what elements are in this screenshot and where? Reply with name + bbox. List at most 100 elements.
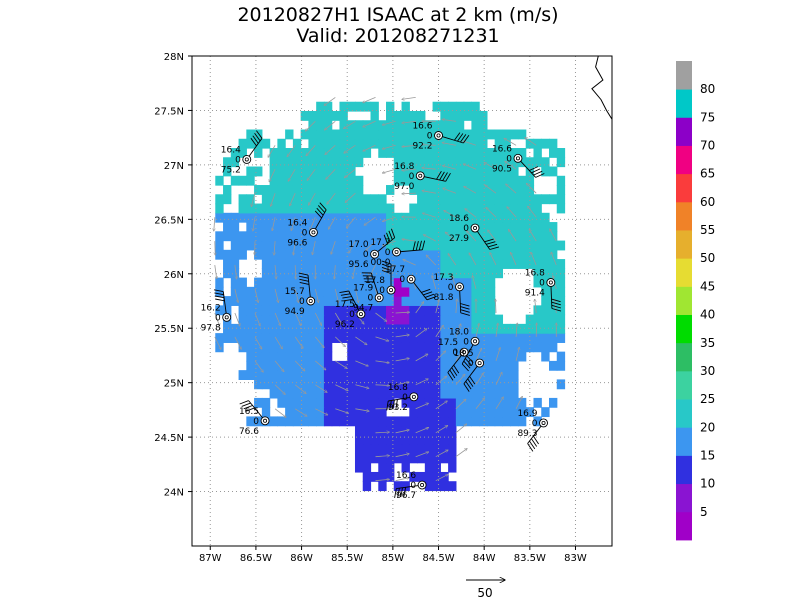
wind-speed-cell — [424, 286, 434, 297]
wind-vector — [328, 217, 336, 229]
wind-vector — [251, 193, 256, 207]
wind-speed-cell — [300, 175, 310, 186]
wind-speed-cell — [223, 185, 232, 195]
wind-speed-cell — [471, 101, 480, 112]
y-tick-label: 26N — [164, 270, 184, 281]
wind-vector — [274, 312, 280, 326]
wind-speed-cell — [541, 194, 550, 205]
wind-speed-cell — [494, 323, 504, 334]
wind-vector — [456, 299, 457, 314]
station-dewpoint: 0 — [399, 275, 405, 285]
wind-speed-cell — [533, 222, 542, 232]
wind-speed-cell — [269, 268, 278, 279]
wind-speed-cell — [471, 194, 480, 205]
wind-speed-cell — [339, 120, 348, 131]
wind-vector — [529, 229, 537, 242]
wind-speed-cell — [479, 416, 488, 427]
wind-speed-cell — [401, 416, 410, 427]
wind-barb-flag — [466, 355, 474, 364]
wind-vector — [550, 229, 557, 242]
wind-speed-cell — [471, 129, 480, 140]
wind-speed-cell — [254, 323, 263, 334]
wind-speed-cell — [409, 212, 418, 223]
wind-speed-cell — [378, 305, 387, 316]
wind-speed-cell — [401, 148, 410, 158]
wind-barb-flag — [386, 232, 391, 242]
wind-speed-cell — [285, 194, 294, 205]
wind-vector — [254, 288, 258, 303]
wind-speed-cell — [308, 110, 317, 121]
wind-speed-cell — [510, 249, 519, 260]
wind-speed-cell — [378, 425, 387, 436]
wind-speed-cell — [347, 194, 356, 205]
wind-speed-cell — [393, 129, 403, 140]
wind-speed-cell — [323, 157, 333, 168]
wind-speed-cell — [386, 397, 395, 408]
wind-vector — [335, 360, 347, 369]
wind-speed-cell — [401, 370, 410, 380]
wind-speed-cell — [448, 314, 457, 325]
wind-vector — [395, 335, 410, 338]
wind-speed-cell — [494, 314, 504, 325]
wind-speed-cell — [269, 360, 278, 371]
wind-vector — [271, 193, 276, 206]
wind-vector — [355, 288, 358, 303]
wind-speed-cell — [448, 138, 457, 149]
wind-speed-cell — [463, 333, 472, 343]
wind-speed-cell — [331, 166, 341, 177]
wind-barb-flag — [415, 240, 419, 251]
wind-barb-flag — [469, 376, 476, 385]
wind-speed-cell — [354, 101, 364, 112]
colorbar-label: 75 — [700, 110, 715, 124]
wind-speed-cell — [549, 166, 558, 177]
wind-speed-cell — [370, 397, 379, 408]
y-tick-label: 27.5N — [154, 106, 184, 117]
wind-speed-cell — [269, 277, 278, 288]
wind-speed-cell — [277, 379, 286, 390]
wind-speed-cell — [254, 277, 263, 288]
wind-speed-cell — [393, 305, 403, 316]
wind-speed-cell — [463, 222, 472, 232]
wind-speed-cell — [300, 397, 310, 408]
wind-speed-cell — [471, 397, 480, 408]
wind-speed-cell — [246, 175, 255, 186]
wind-speed-cell — [269, 305, 278, 316]
wind-speed-cell — [223, 268, 232, 279]
wind-vector — [507, 207, 517, 218]
wind-speed-cell — [424, 397, 434, 408]
wind-speed-cell — [347, 166, 356, 177]
wind-speed-field — [215, 101, 566, 492]
wind-speed-cell — [254, 129, 263, 140]
wind-speed-cell — [549, 342, 558, 353]
wind-speed-cell — [494, 388, 504, 399]
wind-barb-flag — [250, 137, 257, 147]
wind-speed-cell — [331, 296, 341, 306]
wind-speed-cell — [409, 314, 418, 325]
wind-speed-cell — [223, 296, 232, 306]
wind-speed-cell — [510, 360, 519, 371]
wind-speed-cell — [556, 185, 566, 195]
wind-speed-cell — [393, 240, 403, 251]
wind-speed-cell — [261, 397, 271, 408]
wind-speed-cell — [401, 222, 410, 232]
wind-speed-cell — [533, 138, 542, 149]
wind-speed-cell — [494, 351, 504, 362]
wind-speed-cell — [223, 212, 232, 223]
wind-speed-cell — [556, 157, 566, 168]
wind-speed-cell — [393, 425, 403, 436]
wind-speed-cell — [409, 286, 418, 297]
wind-speed-cell — [432, 286, 441, 297]
wind-speed-cell — [517, 323, 527, 334]
wind-speed-cell — [370, 434, 379, 445]
wind-speed-cell — [386, 462, 395, 473]
wind-speed-cell — [285, 323, 294, 334]
wind-speed-cell — [401, 296, 410, 306]
wind-speed-cell — [277, 351, 286, 362]
wind-speed-cell — [277, 166, 286, 177]
station-height: 92.2 — [412, 142, 432, 152]
wind-speed-cell — [323, 277, 333, 288]
wind-speed-cell — [510, 379, 519, 390]
wind-barb-flag — [214, 295, 225, 299]
station-height: 94.9 — [285, 307, 305, 317]
